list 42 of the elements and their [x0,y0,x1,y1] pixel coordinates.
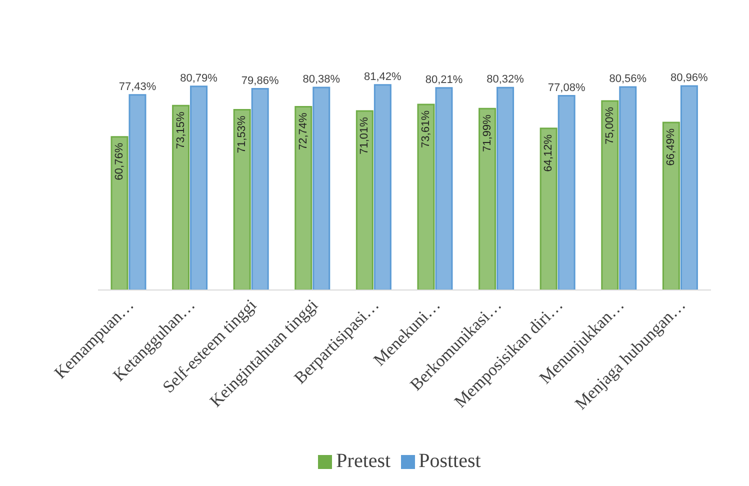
data-label: 77,08% [548,82,586,94]
data-label: 80,21% [425,74,463,86]
data-label: 71,53% [236,116,248,154]
data-label: 60,76% [113,142,126,180]
bar [619,86,637,290]
bar [540,128,558,290]
bar [356,110,374,290]
bar [172,104,190,290]
bar [417,104,435,290]
data-label: 72,74% [297,112,310,150]
data-label: 80,38% [302,73,340,86]
bar [294,106,312,290]
data-label: 80,56% [609,72,647,85]
data-label: 71,01% [358,116,371,154]
bar [601,100,619,290]
data-label: 73,61% [420,110,432,148]
bar [312,86,330,290]
data-label: 81,42% [364,70,402,83]
data-label: 71,99% [481,114,494,152]
data-label: 73,15% [174,111,187,149]
data-label: 77,43% [118,80,156,93]
bar [374,84,392,290]
bar [251,88,269,290]
bar [435,87,453,290]
bar [128,94,146,290]
bar [233,108,251,290]
data-label: 75,00% [604,106,616,144]
bar [478,108,496,290]
data-label: 80,79% [180,72,218,84]
legend-label: Posttest [418,450,481,472]
data-label: 80,32% [486,74,524,86]
data-label: 80,96% [670,72,708,84]
bar [496,86,514,290]
bar [558,95,576,290]
data-label: 79,86% [241,74,279,87]
bar [110,136,128,290]
bar [662,122,680,290]
data-label: 66,49% [665,128,678,166]
legend-label: Pretest [336,450,391,472]
data-label: 64,12% [542,134,555,172]
bar [190,86,208,290]
bar [680,85,698,290]
